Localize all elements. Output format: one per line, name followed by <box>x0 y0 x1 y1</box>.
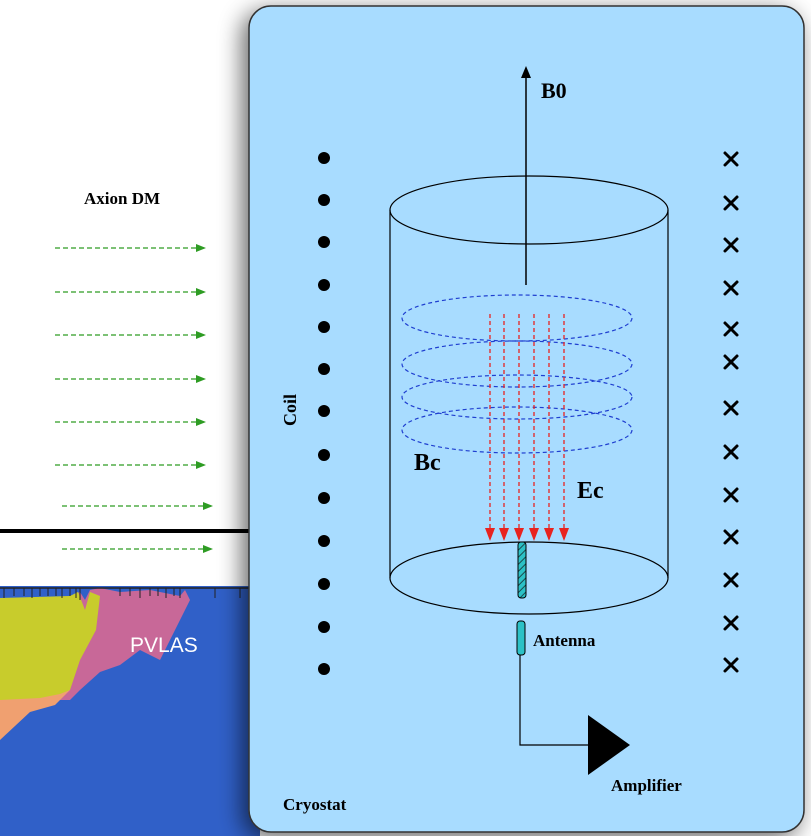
pvlas-label: PVLAS <box>130 634 198 657</box>
amplifier-label: Amplifier <box>611 776 682 795</box>
cryostat-label: Cryostat <box>283 795 347 814</box>
b0-arrowhead <box>521 66 531 78</box>
bc-loop <box>401 374 633 420</box>
coil-dot-icon <box>318 449 330 461</box>
cryostat-panel <box>248 5 805 833</box>
b0-label: B0 <box>541 78 567 103</box>
coil-dot-icon <box>318 194 330 206</box>
plot-region-orange <box>0 690 70 740</box>
coil-cross-icon <box>723 321 739 337</box>
coil-cross-icon <box>723 529 739 545</box>
bc-loop <box>401 294 633 342</box>
coil-dot-icon <box>318 492 330 504</box>
bc-loop <box>401 406 633 454</box>
coil-dot-icon <box>318 363 330 375</box>
coil-dot-icon <box>318 152 330 164</box>
plot-region-olive <box>0 592 100 700</box>
separator-bar <box>0 529 260 533</box>
cavity-bottom-ellipse <box>389 541 669 615</box>
coil-cross-icon <box>723 237 739 253</box>
signal-wire <box>519 655 588 746</box>
coil-dot-icon <box>318 535 330 547</box>
coil-dot-icon <box>318 663 330 675</box>
bc-field-loops <box>401 294 633 454</box>
ec-arrowheads <box>485 528 569 541</box>
bc-loop <box>401 340 633 388</box>
coil-dot-icon <box>318 405 330 417</box>
coil-dot-icon <box>318 321 330 333</box>
antenna-readout-icon <box>516 620 526 656</box>
ec-label: Ec <box>577 478 604 504</box>
coil-cross-icon <box>723 615 739 631</box>
coil-dot-icon <box>318 279 330 291</box>
coil-dot-icon <box>318 236 330 248</box>
coil-right-crosses <box>723 151 739 673</box>
coil-cross-icon <box>723 444 739 460</box>
coil-dot-icon <box>318 578 330 590</box>
bc-label: Bc <box>414 450 441 476</box>
coil-cross-icon <box>723 151 739 167</box>
cavity-cylinder <box>389 175 669 615</box>
coil-dot-icon <box>318 621 330 633</box>
coil-cross-icon <box>723 280 739 296</box>
coil-label: Coil <box>280 394 300 426</box>
coil-cross-icon <box>723 195 739 211</box>
coil-cross-icon <box>723 657 739 673</box>
coil-cross-icon <box>723 354 739 370</box>
plot-ticks <box>3 588 241 600</box>
background-exclusion-plot: PVLAS <box>0 586 260 836</box>
coil-cross-icon <box>723 487 739 503</box>
antenna-probe-icon <box>517 541 527 599</box>
antenna-label: Antenna <box>533 631 596 650</box>
axion-flow-arrows <box>55 244 213 553</box>
coil-cross-icon <box>723 400 739 416</box>
axion-dm-label: Axion DM <box>84 189 160 208</box>
coil-left-dots <box>318 152 330 675</box>
coil-cross-icon <box>723 572 739 588</box>
ec-field-arrows <box>489 314 565 530</box>
amplifier-icon <box>588 715 630 775</box>
